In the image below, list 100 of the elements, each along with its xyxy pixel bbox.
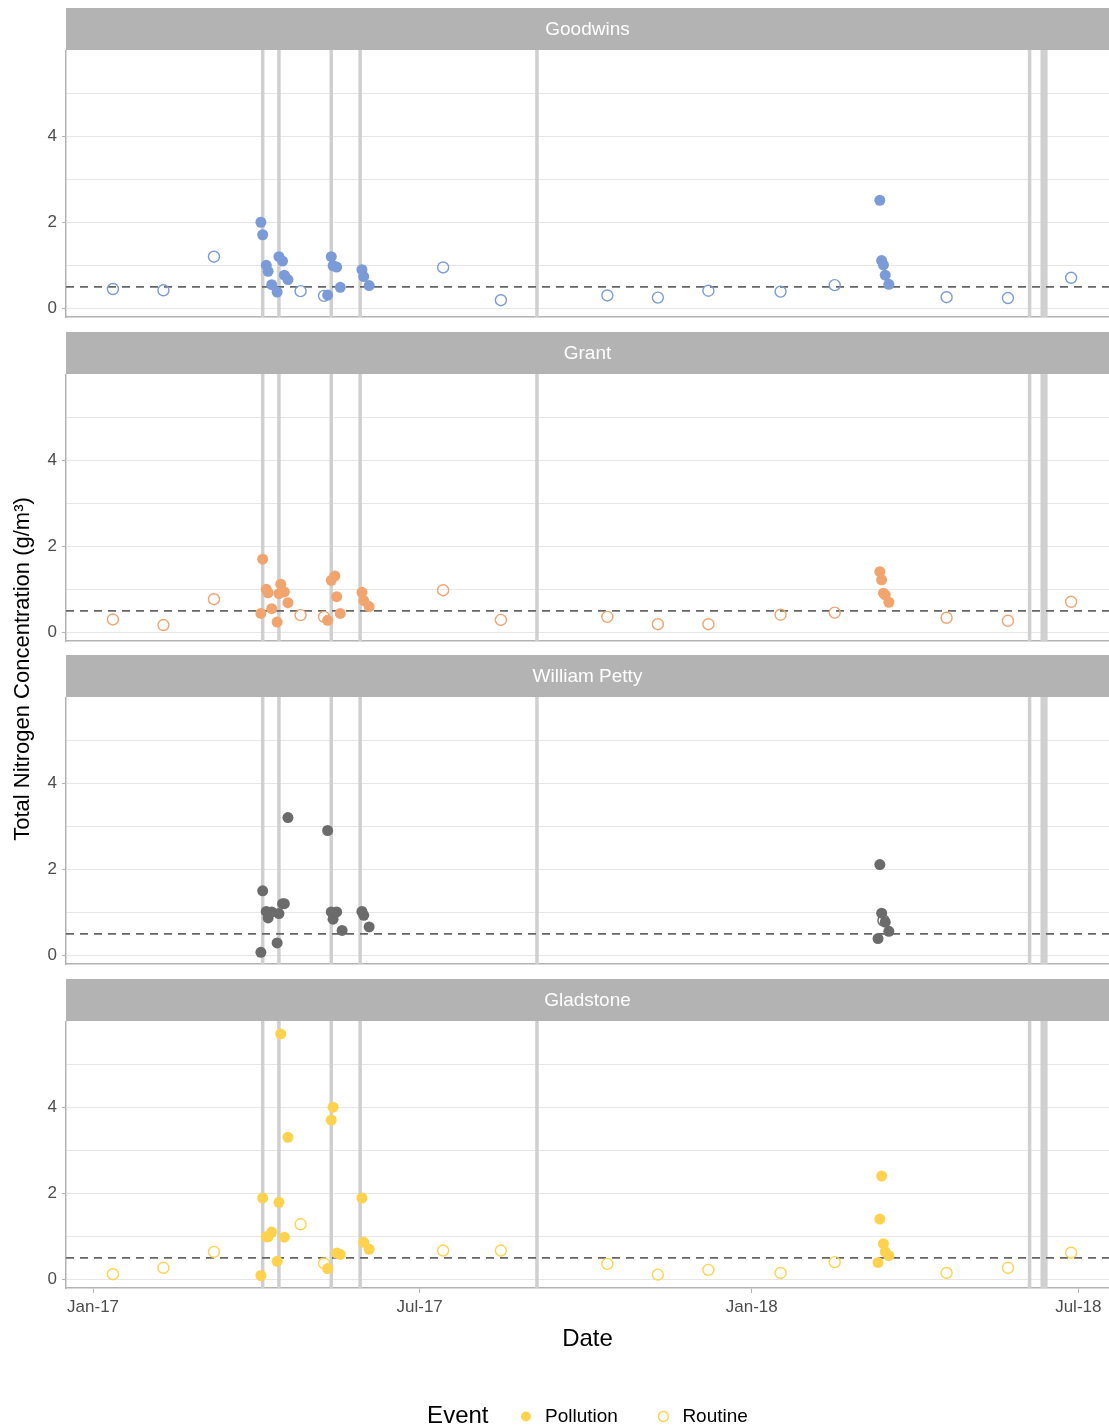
point <box>883 278 895 290</box>
point <box>266 602 278 614</box>
legend-title: Event <box>427 1401 489 1428</box>
point <box>255 607 267 619</box>
point <box>322 825 334 837</box>
point <box>363 600 375 612</box>
y-tick-label: 0 <box>47 1269 57 1289</box>
point <box>363 921 375 933</box>
x-axis-title: Date <box>562 1324 613 1352</box>
point <box>322 289 334 301</box>
point <box>876 574 888 586</box>
point <box>331 590 343 602</box>
point <box>940 290 953 304</box>
point <box>1001 614 1015 627</box>
point <box>883 926 895 938</box>
point <box>334 281 346 293</box>
point <box>317 1257 331 1270</box>
point <box>1001 291 1015 305</box>
y-tick-label: 2 <box>47 535 57 555</box>
point <box>940 611 953 624</box>
x-tick-label: Jul-18 <box>1055 1296 1102 1316</box>
point <box>157 618 170 631</box>
point <box>329 570 341 582</box>
point <box>872 1257 884 1269</box>
point <box>325 1114 337 1126</box>
point <box>271 1255 283 1267</box>
point <box>1064 595 1078 608</box>
point <box>356 1192 368 1204</box>
point <box>106 282 120 296</box>
point <box>157 284 170 297</box>
y-tick-label: 0 <box>47 945 57 965</box>
y-tick-label: 0 <box>47 621 57 641</box>
point <box>255 947 267 959</box>
point <box>601 289 614 302</box>
point <box>358 910 370 922</box>
y-tick-label: 4 <box>47 1096 57 1116</box>
point <box>327 1101 339 1113</box>
point <box>271 616 283 628</box>
point <box>828 1256 841 1269</box>
y-axis-title: Total Nitrogen Concentration (g/m³) <box>9 497 35 841</box>
point <box>358 271 370 283</box>
point <box>282 596 294 608</box>
point <box>494 613 508 626</box>
point <box>294 284 307 298</box>
point <box>651 1268 665 1281</box>
point <box>702 1263 715 1277</box>
chart-title: William Petty <box>532 665 643 688</box>
point <box>883 596 895 608</box>
point <box>883 1250 895 1262</box>
point <box>702 617 715 631</box>
point <box>872 933 884 945</box>
point <box>257 1192 269 1204</box>
point <box>325 251 337 263</box>
point <box>334 607 346 619</box>
point <box>266 279 278 291</box>
point <box>271 286 283 298</box>
point <box>1064 1246 1078 1259</box>
chart-title: Goodwins <box>545 18 630 40</box>
point <box>207 592 221 606</box>
x-tick-label: Jul-17 <box>396 1296 443 1316</box>
point <box>1001 1261 1015 1275</box>
x-tick-label: Jan-18 <box>725 1296 778 1316</box>
point <box>651 617 665 631</box>
point <box>1064 271 1078 285</box>
point <box>879 269 891 281</box>
legend-label: Routine <box>682 1404 748 1426</box>
point <box>106 612 120 626</box>
point <box>207 1245 221 1259</box>
y-tick-label: 2 <box>47 211 57 231</box>
y-tick-label: 2 <box>47 1183 57 1203</box>
point <box>257 885 269 897</box>
point <box>257 553 269 565</box>
point <box>436 583 450 597</box>
point <box>363 280 375 292</box>
point <box>494 1244 508 1257</box>
point <box>273 908 285 920</box>
x-tick-label: Jan-17 <box>67 1296 120 1316</box>
point <box>294 1218 307 1231</box>
point <box>157 1261 170 1275</box>
chart-title: Grant <box>563 341 612 364</box>
point <box>277 255 289 267</box>
point <box>774 1266 787 1280</box>
legend-label: Pollution <box>545 1404 618 1426</box>
point <box>494 294 508 307</box>
y-tick-label: 2 <box>47 859 57 879</box>
y-tick-label: 4 <box>47 449 57 469</box>
point <box>278 1231 290 1243</box>
point <box>601 1257 614 1271</box>
point <box>601 610 614 623</box>
point <box>774 285 787 298</box>
point <box>363 1243 375 1255</box>
point <box>282 274 294 286</box>
point <box>255 1270 267 1282</box>
point <box>317 610 331 623</box>
point <box>207 250 221 263</box>
point <box>940 1266 953 1280</box>
y-tick-label: 4 <box>47 125 57 145</box>
point <box>294 608 307 622</box>
point <box>874 194 886 206</box>
point <box>266 1226 278 1238</box>
